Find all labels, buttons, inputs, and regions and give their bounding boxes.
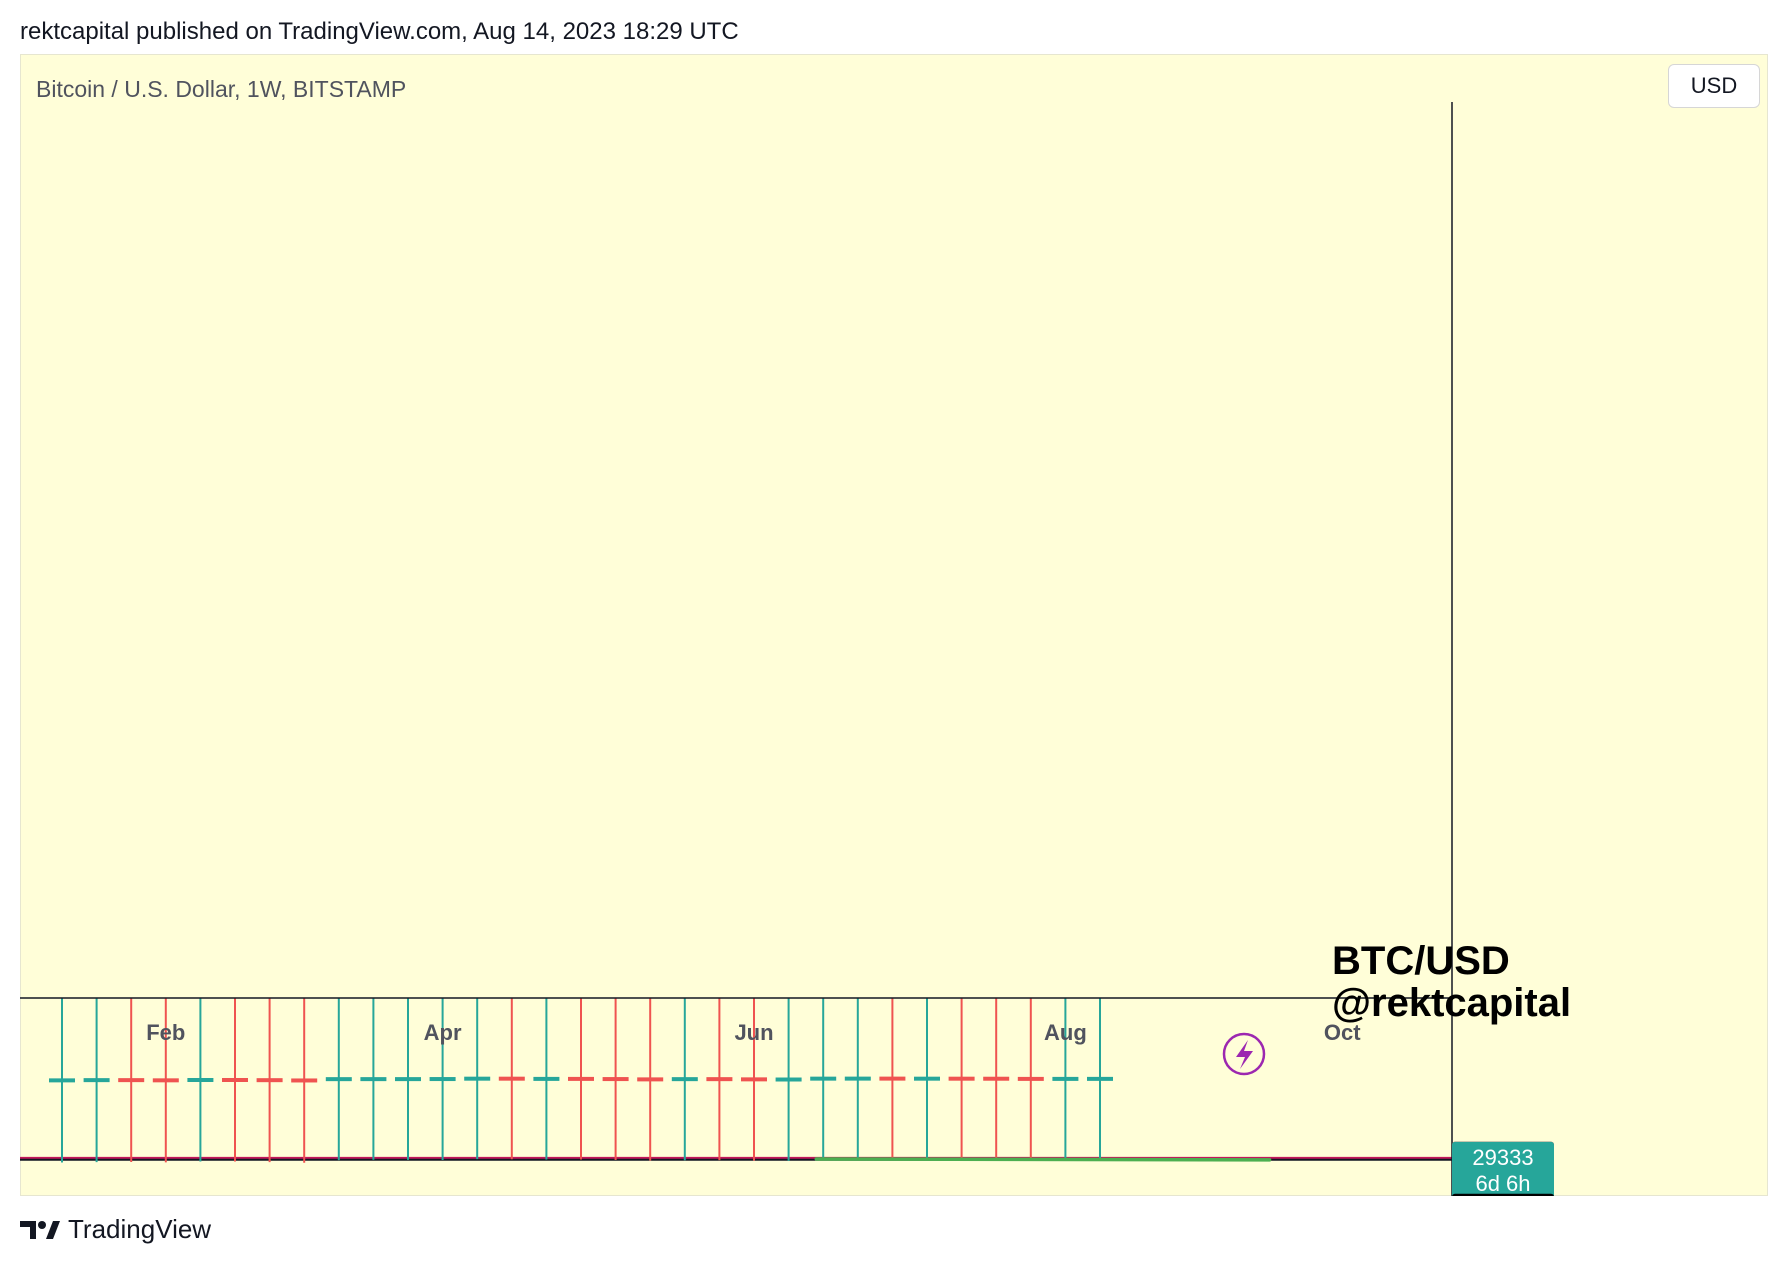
candle-body bbox=[291, 1078, 318, 1083]
month-tick-label: Jun bbox=[734, 1020, 773, 1045]
candle-body bbox=[1052, 1076, 1079, 1081]
candle-countdown-label: 6d 6h bbox=[1475, 1171, 1530, 1196]
current-price-label: 29333 bbox=[1472, 1145, 1533, 1170]
candle-body bbox=[49, 1078, 75, 1083]
candle-body bbox=[568, 1076, 594, 1081]
symbol-title: Bitcoin / U.S. Dollar, 1W, BITSTAMP bbox=[36, 76, 407, 102]
candle-body bbox=[637, 1077, 664, 1082]
price-chart[interactable]: 3400032000310003000028000268002600025000… bbox=[20, 54, 1768, 1196]
chart-frame bbox=[20, 54, 1768, 1196]
lightning-icon-ring bbox=[1222, 1032, 1266, 1076]
candle-body bbox=[879, 1076, 906, 1081]
candle-body bbox=[983, 1076, 1010, 1081]
candle-body bbox=[429, 1077, 456, 1082]
candle-body bbox=[810, 1076, 837, 1081]
candle-body bbox=[325, 1077, 352, 1082]
footer-brand[interactable]: TradingView bbox=[20, 1214, 211, 1245]
candle-body bbox=[360, 1077, 387, 1082]
month-tick-label: Apr bbox=[424, 1020, 462, 1045]
candle-body bbox=[1017, 1076, 1044, 1081]
candle-body bbox=[671, 1077, 698, 1082]
candle-body bbox=[187, 1077, 214, 1082]
author-watermark: BTC/USD @rektcapital bbox=[1332, 940, 1571, 1024]
candle-body bbox=[602, 1077, 629, 1082]
publish-header: rektcapital published on TradingView.com… bbox=[20, 18, 739, 45]
candle-body bbox=[706, 1077, 733, 1082]
tradingview-logo-icon bbox=[20, 1220, 60, 1239]
candle-body bbox=[152, 1078, 179, 1083]
crosshair-price-tag bbox=[1452, 1193, 1554, 1196]
descending-trendline bbox=[814, 1157, 1272, 1162]
footer-brand-label: TradingView bbox=[68, 1214, 212, 1244]
candle-body bbox=[256, 1078, 283, 1083]
candle-body bbox=[1087, 1076, 1113, 1081]
candle-body bbox=[498, 1076, 525, 1081]
lightning-event-icon[interactable] bbox=[1222, 1032, 1266, 1076]
candle-body bbox=[948, 1076, 975, 1081]
lightning-icon-bolt bbox=[1236, 1040, 1253, 1069]
candle-body bbox=[844, 1076, 871, 1081]
watermark-pair: BTC/USD bbox=[1332, 939, 1510, 983]
candle-body bbox=[775, 1077, 802, 1082]
candle-body bbox=[533, 1076, 560, 1081]
candle-body bbox=[914, 1076, 940, 1081]
month-tick-label: Feb bbox=[146, 1020, 185, 1045]
candle-body bbox=[222, 1077, 248, 1082]
month-tick-label: Oct bbox=[1324, 1020, 1361, 1045]
watermark-handle: @rektcapital bbox=[1332, 981, 1572, 1025]
candle-body bbox=[83, 1078, 110, 1083]
candle-body bbox=[395, 1077, 421, 1082]
month-tick-label: Aug bbox=[1044, 1020, 1087, 1045]
currency-button[interactable]: USD bbox=[1668, 64, 1760, 108]
candle-body bbox=[118, 1078, 145, 1083]
candle-body bbox=[464, 1076, 491, 1081]
current-price-tag bbox=[1452, 1141, 1554, 1196]
candle-body bbox=[741, 1077, 767, 1082]
